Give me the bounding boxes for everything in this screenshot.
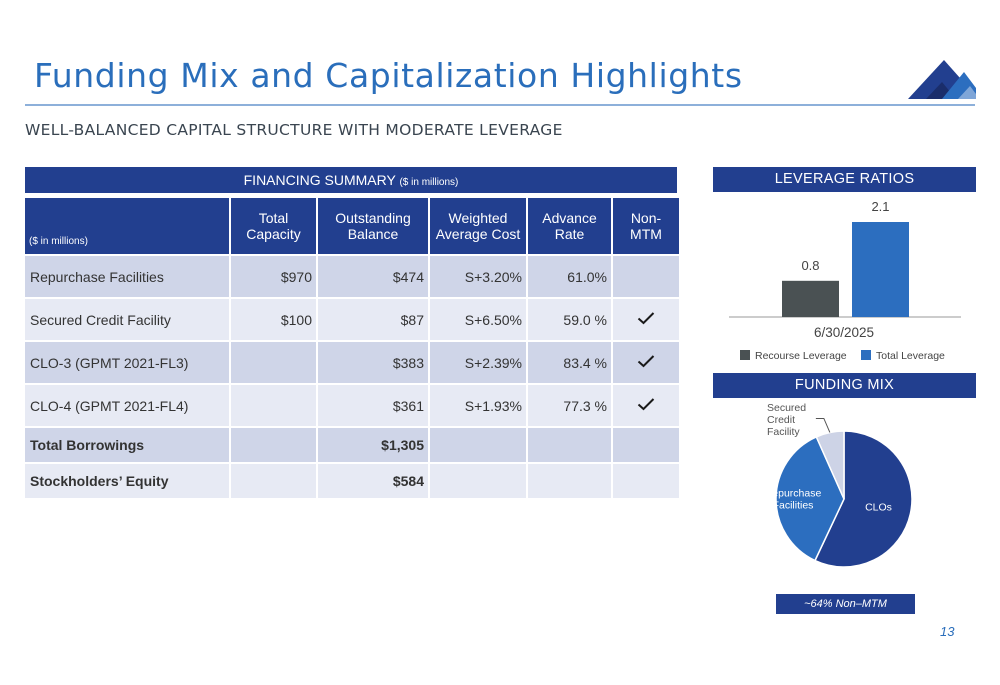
advance-rate-cell: 59.0 % (528, 299, 611, 340)
weighted-average-cost-cell: S+6.50% (430, 299, 526, 340)
table-row: CLO-3 (GPMT 2021-FL3) $383 S+2.39% 83.4 % (25, 342, 679, 383)
check-icon (637, 355, 655, 368)
financing-summary-units: ($ in millions) (399, 177, 459, 188)
advance-rate-cell: 61.0% (528, 256, 611, 297)
outstanding-balance-cell: $1,305 (318, 428, 428, 462)
col-outstanding-balance: Outstanding Balance (318, 198, 428, 254)
bar-data-label: 0.8 (801, 258, 819, 273)
row-label: Repurchase Facilities (25, 256, 229, 297)
table-header-row: ($ in millions) Total Capacity Outstandin… (25, 198, 679, 254)
weighted-average-cost-cell: S+2.39% (430, 342, 526, 383)
advance-rate-cell: 83.4 % (528, 342, 611, 383)
col-weighted-average-cost: Weighted Average Cost (430, 198, 526, 254)
weighted-average-cost-cell: S+3.20% (430, 256, 526, 297)
units-note: ($ in millions) (25, 198, 229, 254)
check-icon (637, 312, 655, 325)
page-subtitle: WELL-BALANCED CAPITAL STRUCTURE WITH MOD… (25, 121, 563, 139)
empty-cell (613, 428, 679, 462)
empty-cell (528, 428, 611, 462)
total-row: Stockholders’ Equity $584 (25, 464, 679, 498)
legend-label: Recourse Leverage (755, 350, 847, 362)
col-non-mtm: Non- MTM (613, 198, 679, 254)
total-capacity-cell: $970 (231, 256, 316, 297)
pie-leader-line (815, 417, 831, 433)
empty-cell (613, 464, 679, 498)
outstanding-balance-cell: $87 (318, 299, 428, 340)
funding-mix-heading: FUNDING MIX (713, 373, 976, 398)
page-title: Funding Mix and Capitalization Highlight… (34, 56, 743, 95)
non-mtm-cell (613, 299, 679, 340)
total-capacity-cell: $100 (231, 299, 316, 340)
total-capacity-cell (231, 385, 316, 426)
row-label: Total Borrowings (25, 428, 229, 462)
financing-summary-table: FINANCING SUMMARY ($ in millions) ($ in … (25, 167, 679, 500)
outstanding-balance-cell: $584 (318, 464, 428, 498)
col-total-capacity: Total Capacity (231, 198, 316, 254)
non-mtm-cell (613, 256, 679, 297)
pie-slice-repurchase-facilities (775, 435, 845, 562)
outstanding-balance-cell: $383 (318, 342, 428, 383)
total-capacity-cell (231, 342, 316, 383)
table-row: Repurchase Facilities $970 $474 S+3.20% 61.0… (25, 256, 679, 297)
pie-slice-clos (814, 430, 913, 568)
table-row: Secured Credit Facility $100 $87 S+6.50% 59.… (25, 299, 679, 340)
empty-cell (231, 464, 316, 498)
legend-swatch (740, 350, 750, 360)
bar-data-label: 2.1 (871, 200, 889, 214)
weighted-average-cost-cell: S+1.93% (430, 385, 526, 426)
col-advance-rate: Advance Rate (528, 198, 611, 254)
total-row: Total Borrowings $1,305 (25, 428, 679, 462)
title-divider (25, 104, 975, 106)
empty-cell (430, 428, 526, 462)
pie-label: Secured Credit Facility (767, 402, 806, 438)
legend-label: Total Leverage (876, 350, 945, 362)
bar-recourse-leverage (782, 280, 839, 317)
funding-mix-pie-chart: CLOs Repurchase Facilities Secured Credit Fac… (765, 402, 913, 568)
check-icon (637, 398, 655, 411)
financing-summary-heading: FINANCING SUMMARY ($ in millions) (25, 167, 677, 193)
x-tick-label: 6/30/2025 (814, 325, 874, 340)
table-row: CLO-4 (GPMT 2021-FL4) $361 S+1.93% 77.3 % (25, 385, 679, 426)
page-number: 13 (940, 624, 955, 639)
bar-total-leverage (852, 222, 909, 317)
row-label: Stockholders’ Equity (25, 464, 229, 498)
advance-rate-cell: 77.3 % (528, 385, 611, 426)
empty-cell (231, 428, 316, 462)
pie-label: CLOs (865, 502, 892, 514)
pie-label: Repurchase Facilities (765, 487, 822, 511)
leverage-ratios-heading: LEVERAGE RATIOS (713, 167, 976, 192)
empty-cell (528, 464, 611, 498)
outstanding-balance-cell: $361 (318, 385, 428, 426)
company-logo (908, 60, 976, 99)
row-label: CLO-3 (GPMT 2021-FL3) (25, 342, 229, 383)
row-label: Secured Credit Facility (25, 299, 229, 340)
leverage-bar-chart: 0.8 2.1 6/30/2025 Recourse Leverage Total Le… (729, 200, 961, 362)
pie-slice-secured-credit-facility (815, 430, 845, 500)
empty-cell (430, 464, 526, 498)
legend-swatch (861, 350, 871, 360)
non-mtm-cell (613, 385, 679, 426)
outstanding-balance-cell: $474 (318, 256, 428, 297)
non-mtm-cell (613, 342, 679, 383)
financing-summary-title: FINANCING SUMMARY (243, 172, 396, 188)
row-label: CLO-4 (GPMT 2021-FL4) (25, 385, 229, 426)
non-mtm-note: ~64% Non–MTM (776, 594, 915, 614)
